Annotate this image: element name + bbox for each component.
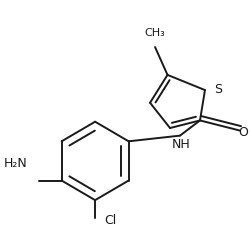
Text: NH: NH: [172, 137, 191, 150]
Text: Cl: Cl: [104, 213, 116, 226]
Text: CH₃: CH₃: [145, 28, 166, 38]
Text: H₂N: H₂N: [3, 156, 27, 169]
Text: S: S: [214, 83, 222, 96]
Text: O: O: [239, 126, 248, 139]
